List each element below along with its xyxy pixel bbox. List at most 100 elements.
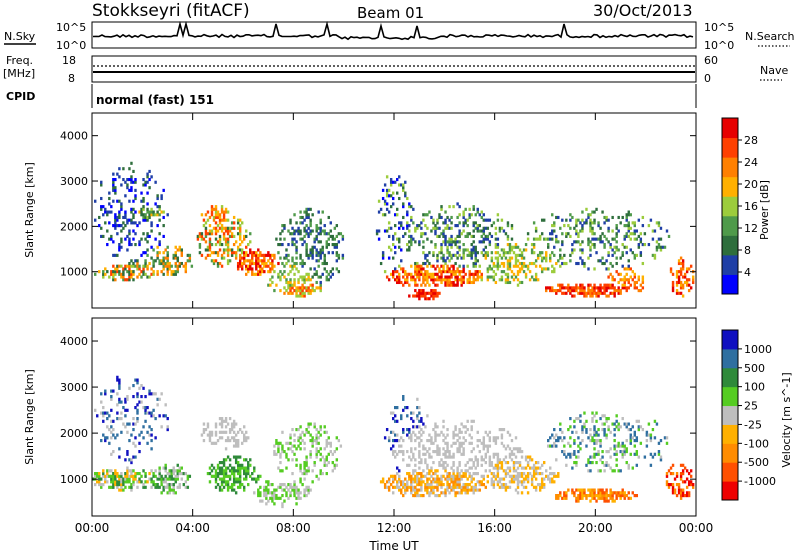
range-gate-cell <box>532 245 536 249</box>
range-gate-cell <box>454 477 457 481</box>
range-gate-cell <box>303 472 306 476</box>
range-gate-cell <box>311 444 314 448</box>
range-gate-cell <box>220 480 224 484</box>
range-gate-cell <box>148 210 151 214</box>
range-gate-cell <box>446 483 449 487</box>
range-gate-cell <box>442 232 445 236</box>
range-gate-cell <box>396 178 399 182</box>
range-gate-cell <box>601 261 604 266</box>
range-gate-cell <box>116 378 119 382</box>
freq-ytick-bottom: 8 <box>68 72 75 85</box>
range-gate-cell <box>335 458 339 462</box>
range-gate-cell <box>184 485 188 489</box>
range-gate-cell <box>385 428 389 432</box>
range-gate-cell <box>687 494 691 498</box>
range-gate-cell <box>396 419 399 423</box>
range-gate-cell <box>627 422 630 426</box>
range-gate-cell <box>329 441 332 445</box>
range-gate-cell <box>224 474 228 478</box>
range-gate-cell <box>593 496 596 500</box>
range-gate-cell <box>542 256 546 260</box>
range-gate-cell <box>599 283 602 287</box>
range-gate-cell <box>494 436 498 440</box>
range-gate-cell <box>553 229 556 233</box>
range-gate-cell <box>486 444 490 448</box>
range-gate-cell <box>587 213 590 217</box>
range-gate-cell <box>462 270 465 274</box>
range-gate-cell <box>412 294 415 298</box>
range-gate-cell <box>385 191 389 195</box>
range-gate-cell <box>94 199 97 203</box>
range-gate-cell <box>448 455 451 459</box>
range-gate-cell <box>232 477 236 481</box>
range-gate-cell <box>311 289 314 293</box>
range-gate-cell <box>575 496 578 500</box>
range-gate-cell <box>245 272 248 276</box>
range-gate-cell <box>571 430 574 434</box>
range-gate-cell <box>571 243 574 247</box>
range-gate-cell <box>402 283 405 287</box>
range-gate-cell <box>156 397 159 401</box>
range-gate-cell <box>551 472 554 476</box>
range-gate-cell <box>418 430 421 434</box>
range-gate-cell <box>563 491 566 495</box>
y-tick-label: 4000 <box>60 130 88 143</box>
range-gate-cell <box>500 261 504 266</box>
range-gate-cell <box>240 251 244 255</box>
range-gate-cell <box>122 278 125 282</box>
range-gate-cell <box>673 491 677 495</box>
range-gate-cell <box>681 472 685 476</box>
range-gate-cell <box>420 488 423 492</box>
range-gate-cell <box>575 221 578 225</box>
range-gate-cell <box>643 243 647 247</box>
range-gate-cell <box>387 245 391 249</box>
range-gate-cell <box>289 286 292 290</box>
nsky-ytick-top: 10^5 <box>56 21 86 34</box>
range-gate-cell <box>142 232 145 236</box>
range-gate-cell <box>126 270 129 274</box>
range-gate-cell <box>214 226 218 230</box>
range-gate-cell <box>174 270 177 274</box>
range-gate-cell <box>319 472 322 476</box>
range-gate-cell <box>629 428 632 432</box>
range-gate-cell <box>178 245 181 249</box>
range-gate-cell <box>601 428 604 432</box>
range-gate-cell <box>253 253 256 257</box>
range-gate-cell <box>138 210 141 214</box>
range-gate-cell <box>204 428 208 432</box>
range-gate-cell <box>522 270 526 274</box>
range-gate-cell <box>267 483 270 487</box>
range-gate-cell <box>422 232 425 236</box>
range-gate-cell <box>510 474 514 478</box>
range-gate-cell <box>472 461 475 465</box>
range-gate-cell <box>214 474 218 478</box>
range-gate-cell <box>317 210 320 214</box>
range-gate-cell <box>432 472 435 476</box>
range-gate-cell <box>655 221 659 225</box>
range-gate-cell <box>404 232 407 236</box>
range-gate-cell <box>538 234 542 238</box>
range-gate-cell <box>553 480 556 484</box>
range-gate-cell <box>619 444 622 448</box>
range-gate-cell <box>311 441 314 445</box>
range-gate-cell <box>144 485 147 489</box>
range-gate-cell <box>617 441 620 445</box>
range-gate-cell <box>440 270 443 274</box>
range-gate-cell <box>679 474 683 478</box>
range-gate-cell <box>214 215 218 220</box>
range-gate-cell <box>476 439 479 443</box>
range-gate-cell <box>102 474 105 478</box>
range-gate-cell <box>512 251 516 255</box>
range-gate-cell <box>478 439 481 443</box>
range-gate-cell <box>158 251 161 255</box>
range-gate-cell <box>277 485 280 489</box>
range-gate-cell <box>303 477 306 481</box>
range-gate-cell <box>613 433 616 437</box>
range-gate-cell <box>265 496 268 500</box>
range-gate-cell <box>404 280 407 285</box>
range-gate-cell <box>450 215 453 220</box>
range-gate-cell <box>402 267 405 271</box>
range-gate-cell <box>420 294 423 298</box>
range-gate-cell <box>243 237 246 241</box>
range-gate-cell <box>436 272 439 276</box>
